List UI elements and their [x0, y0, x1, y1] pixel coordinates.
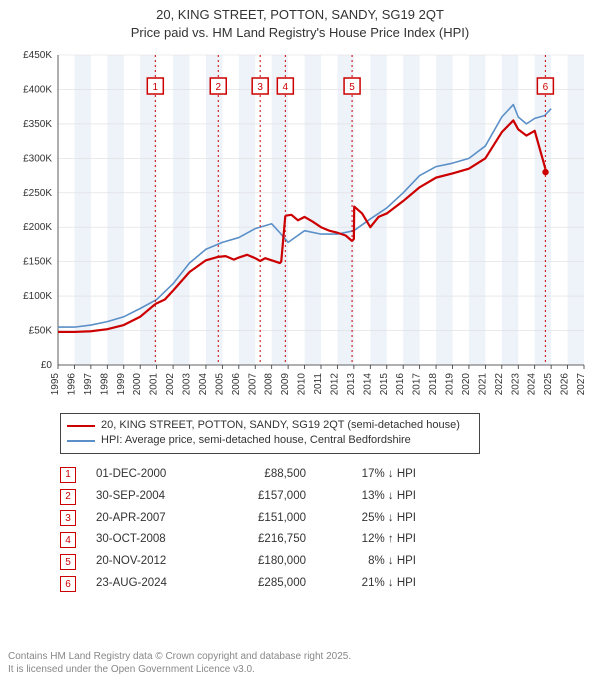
cell-pct: 21% ↓ HPI: [326, 573, 416, 595]
legend-row-1: 20, KING STREET, POTTON, SANDY, SG19 2QT…: [67, 418, 473, 433]
svg-text:£50K: £50K: [29, 326, 53, 337]
svg-text:2002: 2002: [165, 373, 176, 396]
legend-label-1: 20, KING STREET, POTTON, SANDY, SG19 2QT…: [101, 418, 460, 433]
legend-row-2: HPI: Average price, semi-detached house,…: [67, 433, 473, 448]
svg-text:2021: 2021: [477, 373, 488, 396]
cell-price: £157,000: [226, 486, 306, 508]
footnote-line-2: It is licensed under the Open Government…: [8, 664, 351, 677]
cell-price: £285,000: [226, 573, 306, 595]
cell-date: 30-OCT-2008: [96, 529, 206, 551]
svg-text:£0: £0: [41, 360, 53, 371]
legend-label-2: HPI: Average price, semi-detached house,…: [101, 433, 411, 448]
cell-price: £151,000: [226, 508, 306, 530]
cell-date: 20-APR-2007: [96, 508, 206, 530]
svg-text:2016: 2016: [395, 373, 406, 396]
svg-text:£350K: £350K: [23, 119, 52, 130]
svg-text:2014: 2014: [362, 373, 373, 396]
cell-date: 30-SEP-2004: [96, 486, 206, 508]
svg-text:£150K: £150K: [23, 257, 52, 268]
svg-text:2006: 2006: [231, 373, 242, 396]
footnote: Contains HM Land Registry data © Crown c…: [8, 651, 351, 676]
title-line-1: 20, KING STREET, POTTON, SANDY, SG19 2QT: [0, 6, 600, 24]
svg-text:2015: 2015: [379, 373, 390, 396]
svg-text:2013: 2013: [346, 373, 357, 396]
svg-text:2019: 2019: [445, 373, 456, 396]
svg-text:£300K: £300K: [23, 153, 52, 164]
svg-text:4: 4: [283, 82, 289, 93]
svg-text:1999: 1999: [116, 373, 127, 396]
cell-price: £88,500: [226, 464, 306, 486]
svg-text:£400K: £400K: [23, 85, 52, 96]
svg-text:1996: 1996: [66, 373, 77, 396]
chart-svg: £0 £50K £100K £150K £200K £250K £300K £350K £400…: [8, 47, 592, 407]
svg-text:2010: 2010: [297, 373, 308, 396]
cell-date: 23-AUG-2024: [96, 573, 206, 595]
svg-text:£250K: £250K: [23, 188, 52, 199]
svg-text:2025: 2025: [543, 373, 554, 396]
cell-pct: 17% ↓ HPI: [326, 464, 416, 486]
table-row: 6 23-AUG-2024 £285,000 21% ↓ HPI: [60, 573, 590, 595]
svg-text:2026: 2026: [560, 373, 571, 396]
table-row: 3 20-APR-2007 £151,000 25% ↓ HPI: [60, 508, 590, 530]
marker-box-2: 2: [60, 489, 76, 505]
svg-text:£100K: £100K: [23, 291, 52, 302]
marker-box-3: 3: [60, 510, 76, 526]
marker-box-5: 5: [60, 554, 76, 570]
svg-text:2005: 2005: [214, 373, 225, 396]
chart-area: £0 £50K £100K £150K £200K £250K £300K £350K £400…: [8, 47, 592, 407]
svg-text:2009: 2009: [280, 373, 291, 396]
chart-container: 20, KING STREET, POTTON, SANDY, SG19 2QT…: [0, 0, 600, 680]
svg-text:1995: 1995: [50, 373, 61, 396]
svg-text:2018: 2018: [428, 373, 439, 396]
svg-text:2011: 2011: [313, 373, 324, 395]
cell-date: 01-DEC-2000: [96, 464, 206, 486]
svg-text:5: 5: [349, 82, 355, 93]
cell-pct: 12% ↑ HPI: [326, 529, 416, 551]
cell-pct: 13% ↓ HPI: [326, 486, 416, 508]
legend-swatch-1: [67, 425, 95, 427]
title-block: 20, KING STREET, POTTON, SANDY, SG19 2QT…: [0, 0, 600, 41]
svg-text:2027: 2027: [576, 373, 587, 396]
marker-box-6: 6: [60, 576, 76, 592]
price-table: 1 01-DEC-2000 £88,500 17% ↓ HPI 2 30-SEP…: [60, 464, 590, 595]
svg-text:1: 1: [153, 82, 159, 93]
svg-text:1997: 1997: [83, 373, 94, 396]
svg-text:2007: 2007: [247, 373, 258, 396]
svg-text:2000: 2000: [132, 373, 143, 396]
cell-pct: 8% ↓ HPI: [326, 551, 416, 573]
svg-text:2024: 2024: [527, 373, 538, 396]
title-line-2: Price paid vs. HM Land Registry's House …: [0, 24, 600, 42]
svg-text:£450K: £450K: [23, 50, 52, 61]
cell-date: 20-NOV-2012: [96, 551, 206, 573]
svg-text:2020: 2020: [461, 373, 472, 396]
table-row: 4 30-OCT-2008 £216,750 12% ↑ HPI: [60, 529, 590, 551]
cell-price: £216,750: [226, 529, 306, 551]
svg-text:2022: 2022: [494, 373, 505, 396]
legend: 20, KING STREET, POTTON, SANDY, SG19 2QT…: [60, 413, 480, 454]
svg-text:£200K: £200K: [23, 222, 52, 233]
svg-text:2003: 2003: [182, 373, 193, 396]
svg-text:2008: 2008: [264, 373, 275, 396]
svg-text:1998: 1998: [99, 373, 110, 396]
svg-text:2017: 2017: [412, 373, 423, 396]
svg-text:2: 2: [215, 82, 221, 93]
table-row: 2 30-SEP-2004 £157,000 13% ↓ HPI: [60, 486, 590, 508]
svg-text:6: 6: [543, 82, 549, 93]
cell-price: £180,000: [226, 551, 306, 573]
svg-text:2012: 2012: [329, 373, 340, 396]
footnote-line-1: Contains HM Land Registry data © Crown c…: [8, 651, 351, 664]
svg-text:2001: 2001: [149, 373, 160, 396]
legend-swatch-2: [67, 440, 95, 442]
table-row: 5 20-NOV-2012 £180,000 8% ↓ HPI: [60, 551, 590, 573]
marker-box-4: 4: [60, 532, 76, 548]
svg-text:2023: 2023: [510, 373, 521, 396]
svg-text:3: 3: [257, 82, 263, 93]
svg-text:2004: 2004: [198, 373, 209, 396]
marker-box-1: 1: [60, 467, 76, 483]
cell-pct: 25% ↓ HPI: [326, 508, 416, 530]
table-row: 1 01-DEC-2000 £88,500 17% ↓ HPI: [60, 464, 590, 486]
